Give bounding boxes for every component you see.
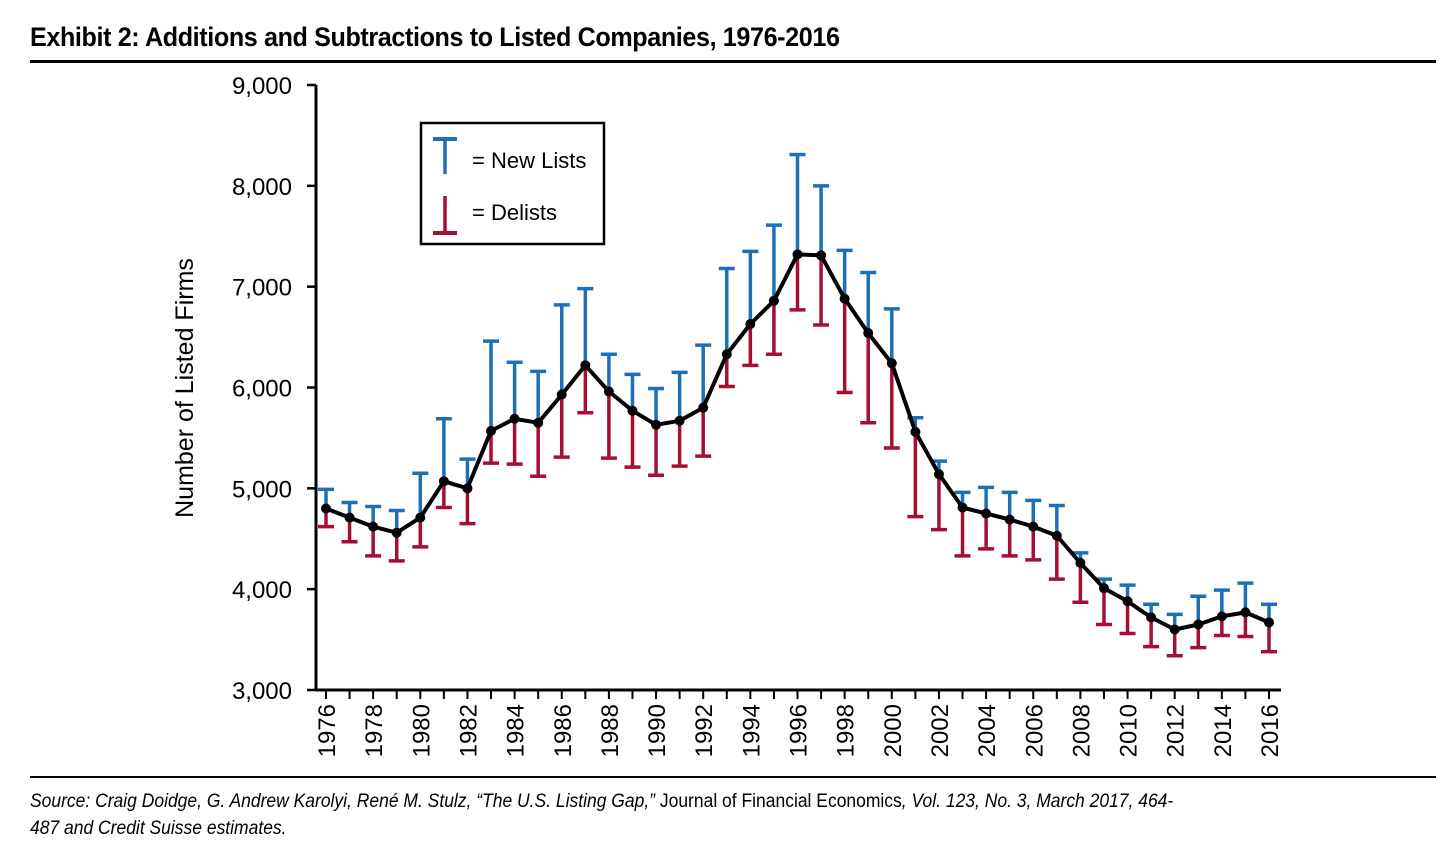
data-point [462, 483, 473, 494]
x-tick-label: 1976 [314, 704, 341, 757]
data-point [981, 508, 992, 519]
data-point [910, 426, 921, 437]
x-tick-label: 1994 [738, 704, 765, 757]
data-point [580, 360, 591, 371]
data-point [745, 318, 756, 329]
y-axis-title: Number of Listed Firms [171, 258, 199, 518]
delists-legend-icon [433, 196, 457, 235]
data-point [674, 415, 685, 426]
data-point [533, 417, 544, 428]
data-point [1004, 514, 1015, 525]
y-tick-label: 4,000 [232, 577, 292, 604]
error-bars [318, 152, 1277, 658]
data-point [721, 349, 732, 360]
x-tick-label: 2010 [1116, 704, 1143, 757]
y-tick-label: 6,000 [232, 376, 292, 403]
y-tick-label: 5,000 [232, 476, 292, 503]
data-point [1098, 583, 1109, 594]
data-point [1264, 617, 1274, 628]
data-point [368, 521, 379, 532]
x-tick-label: 2002 [927, 704, 954, 757]
source-divider [30, 776, 1436, 778]
x-tick-label: 1998 [833, 704, 860, 757]
source-volume: , Vol. 123, No. 3, March 2017, 464- [901, 791, 1174, 812]
data-point [391, 527, 402, 538]
data-point [792, 249, 803, 260]
x-tick-label: 1996 [786, 704, 813, 757]
data-point [933, 469, 944, 480]
data-point [1028, 521, 1039, 532]
legend: = New Lists = Delists [419, 121, 606, 246]
data-point [438, 476, 449, 487]
data-point [698, 402, 709, 413]
x-tick-label: 1986 [550, 704, 577, 757]
x-tick-label: 2006 [1021, 704, 1048, 757]
y-tick-label: 8,000 [232, 174, 292, 201]
data-point [1075, 557, 1086, 568]
legend-label-new-lists: = New Lists [472, 148, 586, 173]
data-point [1169, 624, 1180, 635]
data-point [509, 413, 520, 424]
data-point [1240, 607, 1251, 618]
x-tick-label: 2008 [1068, 704, 1095, 757]
x-tick-label: 2012 [1163, 704, 1190, 757]
data-point [1216, 611, 1227, 622]
data-point [603, 386, 614, 397]
title-divider [30, 60, 1436, 63]
data-point [816, 250, 827, 261]
x-tick-label: 1984 [503, 704, 530, 757]
data-point [344, 512, 355, 523]
data-point [627, 405, 638, 416]
y-tick-label: 7,000 [232, 275, 292, 302]
x-tick-label: 2000 [880, 704, 907, 757]
data-point [1146, 612, 1157, 623]
data-point [768, 295, 779, 306]
data-point [1122, 596, 1133, 607]
x-tick-label: 1988 [597, 704, 624, 757]
x-tick-label: 1992 [691, 704, 718, 757]
data-point [415, 512, 426, 523]
data-point [556, 389, 567, 400]
data-point [839, 293, 850, 304]
source-citation: Source: Craig Doidge, G. Andrew Karolyi,… [30, 791, 656, 812]
data-point [321, 503, 331, 514]
legend-label-delists: = Delists [472, 200, 557, 225]
data-point [863, 328, 874, 339]
x-tick-label: 1990 [644, 704, 671, 757]
x-tick-label: 1982 [455, 704, 482, 757]
y-tick-label: 3,000 [232, 678, 292, 705]
x-tick-label: 1978 [361, 704, 388, 757]
x-tick-label: 2014 [1210, 704, 1237, 757]
data-point [957, 502, 968, 513]
source-journal: Journal of Financial Economics [655, 791, 902, 812]
data-points [321, 249, 1274, 635]
data-point [486, 425, 497, 436]
data-point [886, 358, 897, 369]
data-point [651, 419, 662, 430]
x-tick-label: 1980 [408, 704, 435, 757]
new-lists-legend-icon [433, 137, 457, 174]
x-tick-label: 2004 [974, 704, 1001, 757]
chart-title: Exhibit 2: Additions and Subtractions to… [30, 22, 840, 52]
legend-box [419, 121, 606, 246]
source-note: Source: Craig Doidge, G. Andrew Karolyi,… [30, 788, 1318, 842]
x-tick-label: 2016 [1257, 704, 1284, 757]
data-point [1051, 530, 1062, 541]
source-line2: 487 and Credit Suisse estimates. [30, 818, 287, 839]
axes: 3,000 4,000 5,000 6,000 7,000 8,000 9,000 1976 1… [232, 73, 1284, 757]
y-tick-label: 9,000 [232, 73, 292, 100]
data-point [1193, 619, 1204, 630]
